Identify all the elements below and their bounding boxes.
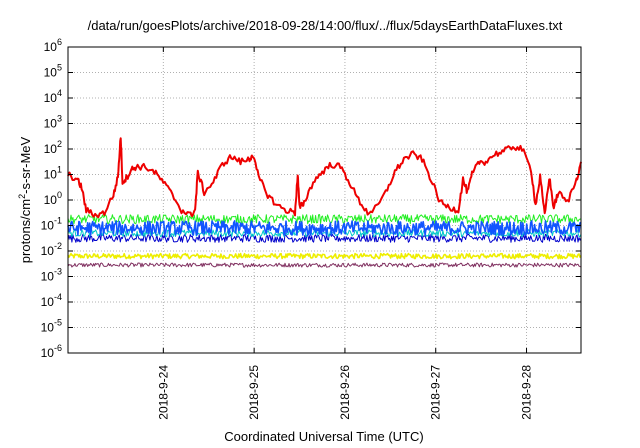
x-tick-label: 2018-9-24 <box>156 365 170 420</box>
chart-title: /data/run/goesPlots/archive/2018-09-28/1… <box>88 18 563 33</box>
y-tick-exponent: -2 <box>54 241 62 251</box>
y-tick-exponent: -1 <box>54 216 62 226</box>
y-tick-exponent: -3 <box>54 267 62 277</box>
y-tick-exponent: -5 <box>54 318 62 328</box>
y-tick-exponent: -6 <box>54 343 62 353</box>
series-line <box>67 233 582 243</box>
y-tick-exponent: 5 <box>57 63 62 73</box>
y-tick-label: 10-6 <box>41 343 62 360</box>
y-tick-label: 101 <box>44 165 62 182</box>
x-tick-labels: 2018-9-24 2018-9-25 2018-9-26 2018-9-27 2018… <box>156 365 533 420</box>
y-tick-base: 10 <box>41 219 55 233</box>
series-line <box>67 220 582 236</box>
y-tick-base: 10 <box>41 270 55 284</box>
y-tick-exponent: 6 <box>57 37 62 47</box>
x-tick-label: 2018-9-25 <box>247 365 261 420</box>
y-tick-label: 10-3 <box>41 267 62 284</box>
y-axis-title-main: protons/cm <box>18 199 33 263</box>
y-tick-base: 10 <box>44 193 58 207</box>
series-line <box>67 262 582 268</box>
y-tick-exponent: 4 <box>57 88 62 98</box>
y-tick-exponent: 0 <box>57 190 62 200</box>
y-tick-base: 10 <box>44 40 58 54</box>
y-tick-label: 100 <box>44 190 62 207</box>
y-tick-base: 10 <box>44 66 58 80</box>
y-tick-base: 10 <box>41 321 55 335</box>
x-tick-label: 2018-9-26 <box>338 365 352 420</box>
y-tick-label: 10-5 <box>41 318 62 335</box>
series-line <box>67 137 582 219</box>
y-axis-title: protons/cm2-s-sr-MeV <box>17 136 33 263</box>
y-tick-label: 105 <box>44 63 62 80</box>
y-tick-base: 10 <box>44 142 58 156</box>
x-axis-title: Coordinated Universal Time (UTC) <box>224 429 423 444</box>
y-tick-exponent: -4 <box>54 292 62 302</box>
grid-lines <box>68 47 581 353</box>
y-tick-base: 10 <box>41 244 55 258</box>
y-tick-base: 10 <box>41 295 55 309</box>
y-tick-label: 102 <box>44 139 62 156</box>
series-group <box>67 137 582 268</box>
y-tick-base: 10 <box>41 346 55 360</box>
y-tick-base: 10 <box>44 91 58 105</box>
y-axis-title-unit: -s-sr-MeV <box>18 136 33 193</box>
y-tick-label: 106 <box>44 37 62 54</box>
y-tick-base: 10 <box>44 117 58 131</box>
series-line <box>67 214 582 225</box>
x-tick-label: 2018-9-27 <box>429 365 443 420</box>
y-tick-label: 10-2 <box>41 241 62 258</box>
y-tick-exponent: 2 <box>57 139 62 149</box>
y-tick-label: 103 <box>44 114 62 131</box>
y-tick-base: 10 <box>44 168 58 182</box>
y-axis-title-superscript: 2 <box>17 194 27 199</box>
axis-ticks <box>68 46 581 354</box>
y-tick-label: 104 <box>44 88 62 105</box>
series-line <box>67 252 582 260</box>
y-tick-labels: 10-610-510-410-310-210-11001011021031041… <box>41 37 62 360</box>
y-tick-label: 10-4 <box>41 292 62 309</box>
y-tick-exponent: 1 <box>57 165 62 175</box>
x-tick-label: 2018-9-28 <box>520 365 534 420</box>
y-tick-label: 10-1 <box>41 216 62 233</box>
y-tick-exponent: 3 <box>57 114 62 124</box>
